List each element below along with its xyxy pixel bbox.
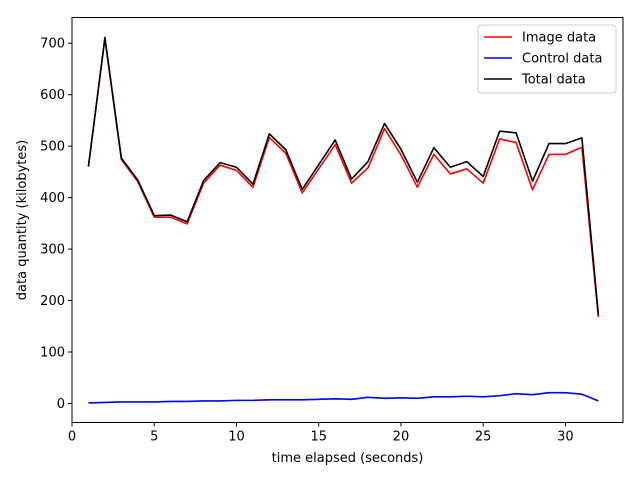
x-axis-label: time elapsed (seconds) <box>272 451 424 466</box>
y-tick-label: 0 <box>57 397 65 412</box>
y-axis-ticks: 0 100 200 300 400 500 600 700 <box>40 37 72 412</box>
x-tick-label: 20 <box>393 430 410 445</box>
x-tick-label: 15 <box>310 430 327 445</box>
legend-label-0: Image data <box>522 31 596 46</box>
y-tick-label: 200 <box>40 294 65 309</box>
y-tick-label: 400 <box>40 191 65 206</box>
x-tick-label: 25 <box>475 430 492 445</box>
x-tick-label: 0 <box>68 430 76 445</box>
legend-label-1: Control data <box>522 52 602 67</box>
y-tick-label: 500 <box>40 140 65 155</box>
series-line-1 <box>88 391 599 404</box>
x-tick-label: 10 <box>228 430 245 445</box>
series-line-0 <box>87 37 600 318</box>
series-line-2 <box>87 36 600 315</box>
y-tick-label: 700 <box>40 37 65 52</box>
x-axis-ticks: 0 5 10 15 20 25 30 <box>68 422 574 445</box>
legend-box <box>477 24 617 94</box>
plot-frame <box>71 17 624 423</box>
y-tick-label: 600 <box>40 88 65 103</box>
y-axis-label: data quantity (kilobytes) <box>15 140 30 300</box>
y-tick-label: 100 <box>40 345 65 360</box>
x-tick-label: 30 <box>557 430 574 445</box>
legend-label-2: Total data <box>521 73 586 88</box>
x-tick-label: 5 <box>150 430 158 445</box>
plot-area <box>87 36 600 404</box>
legend: Image data Control data Total data <box>477 24 617 94</box>
y-tick-label: 300 <box>40 243 65 258</box>
